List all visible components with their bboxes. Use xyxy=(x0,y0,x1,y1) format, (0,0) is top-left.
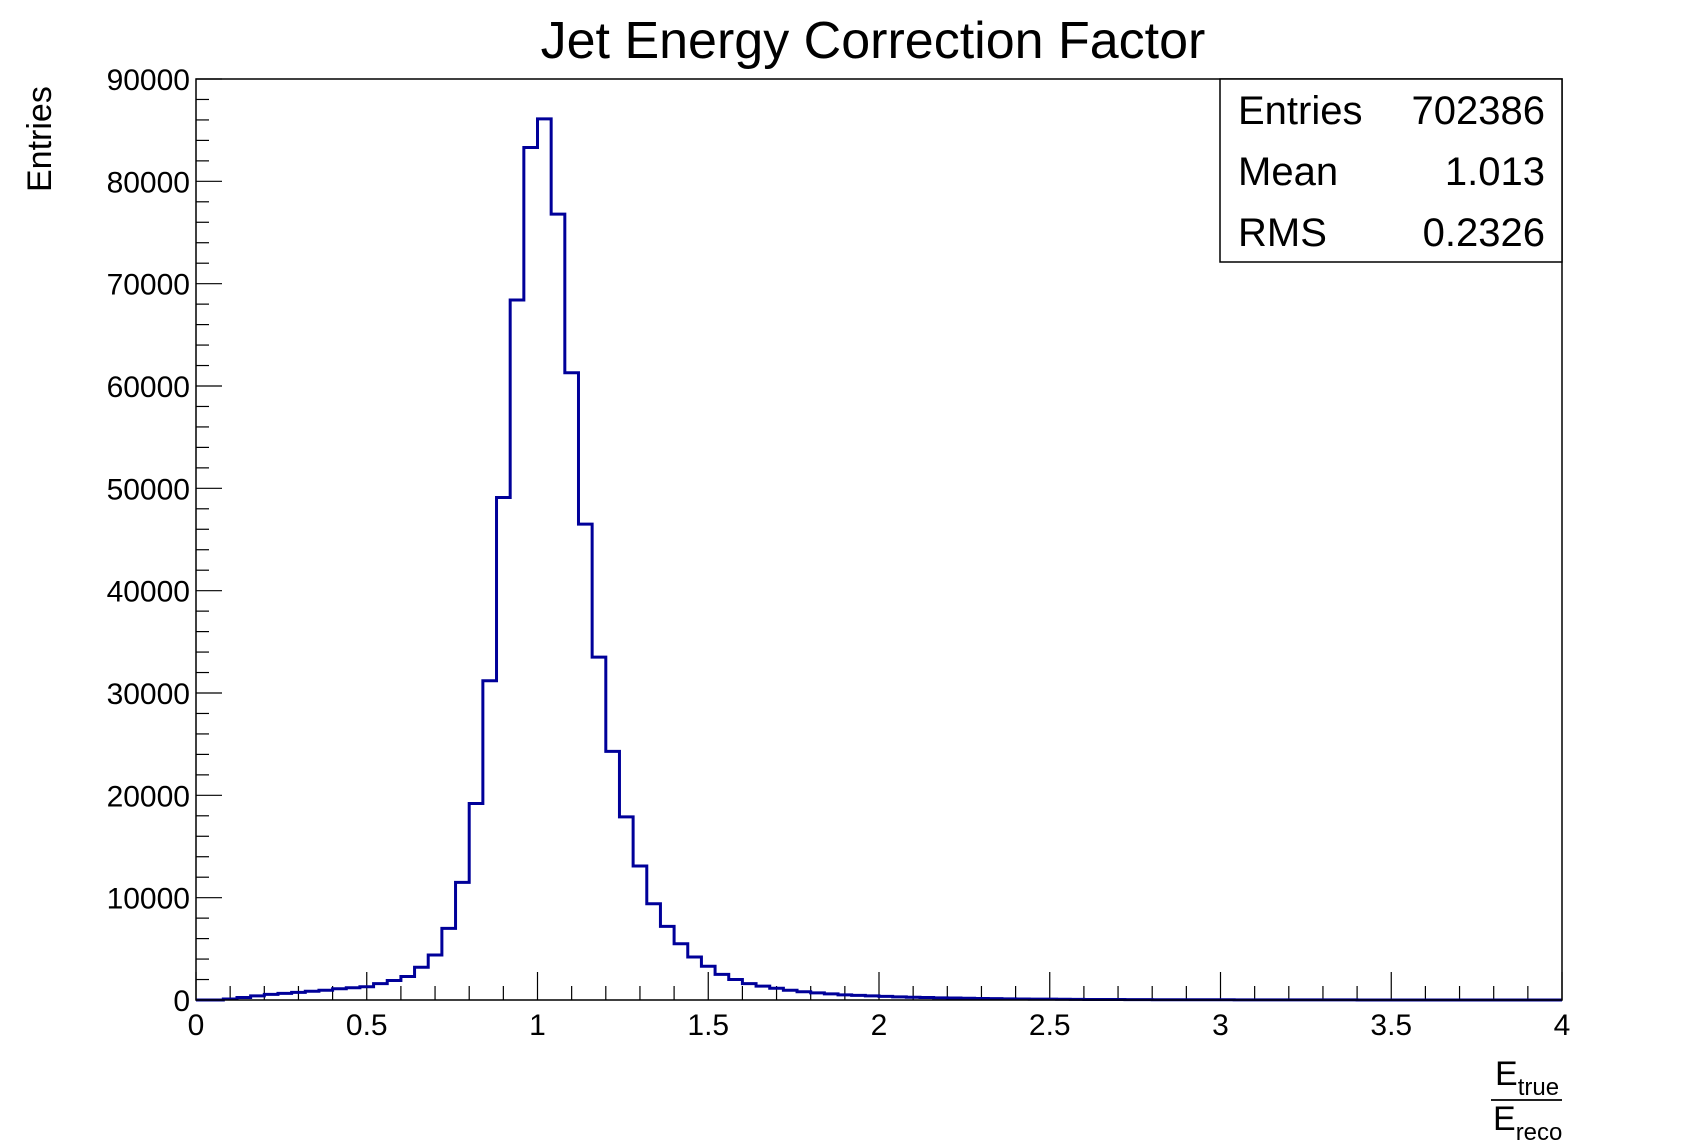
y-axis-label: Entries xyxy=(21,86,59,192)
y-tick-label: 10000 xyxy=(107,883,190,916)
y-tick-label: 90000 xyxy=(107,64,190,97)
stats-entries-label: Entries xyxy=(1238,89,1363,133)
x-tick-label: 0 xyxy=(188,1009,205,1042)
x-tick-label: 2.5 xyxy=(1029,1009,1071,1042)
stats-rms-value: 0.2326 xyxy=(1423,211,1545,255)
stats-mean-label: Mean xyxy=(1238,150,1338,194)
stats-rms-label: RMS xyxy=(1238,211,1327,255)
y-tick-label: 40000 xyxy=(107,576,190,609)
y-tick-label: 60000 xyxy=(107,371,190,404)
x-tick-label: 4 xyxy=(1554,1009,1571,1042)
y-tick-label: 0 xyxy=(173,985,190,1018)
x-tick-label: 1 xyxy=(529,1009,546,1042)
x-tick-label: 0.5 xyxy=(346,1009,388,1042)
x-axis-ticks: 0 0.5 1 1.5 2 2.5 3 3.5 4 xyxy=(188,972,1571,1042)
y-axis-ticks: 0 10000 20000 30000 40000 50000 60000 70000 8000… xyxy=(107,64,222,1018)
y-tick-label: 80000 xyxy=(107,166,190,199)
stats-entries-value: 702386 xyxy=(1412,89,1545,133)
x-tick-label: 3.5 xyxy=(1370,1009,1412,1042)
x-axis-label: Etrue Ereco xyxy=(1491,1055,1562,1143)
y-tick-label: 70000 xyxy=(107,269,190,302)
y-tick-label: 50000 xyxy=(107,473,190,506)
x-tick-label: 3 xyxy=(1212,1009,1229,1042)
plot-frame xyxy=(195,78,1563,1001)
x-tick-label: 1.5 xyxy=(687,1009,729,1042)
x-label-denominator: Ereco xyxy=(1493,1100,1562,1143)
x-label-numerator: Etrue xyxy=(1495,1055,1559,1101)
stats-mean-value: 1.013 xyxy=(1445,150,1545,194)
stats-box-frame xyxy=(1219,78,1563,263)
stats-box: Entries 702386 Mean 1.013 RMS 0.2326 xyxy=(1219,78,1563,263)
chart-title: Jet Energy Correction Factor xyxy=(541,12,1206,70)
y-tick-label: 20000 xyxy=(107,780,190,813)
y-tick-label: 30000 xyxy=(107,678,190,711)
x-tick-label: 2 xyxy=(871,1009,888,1042)
